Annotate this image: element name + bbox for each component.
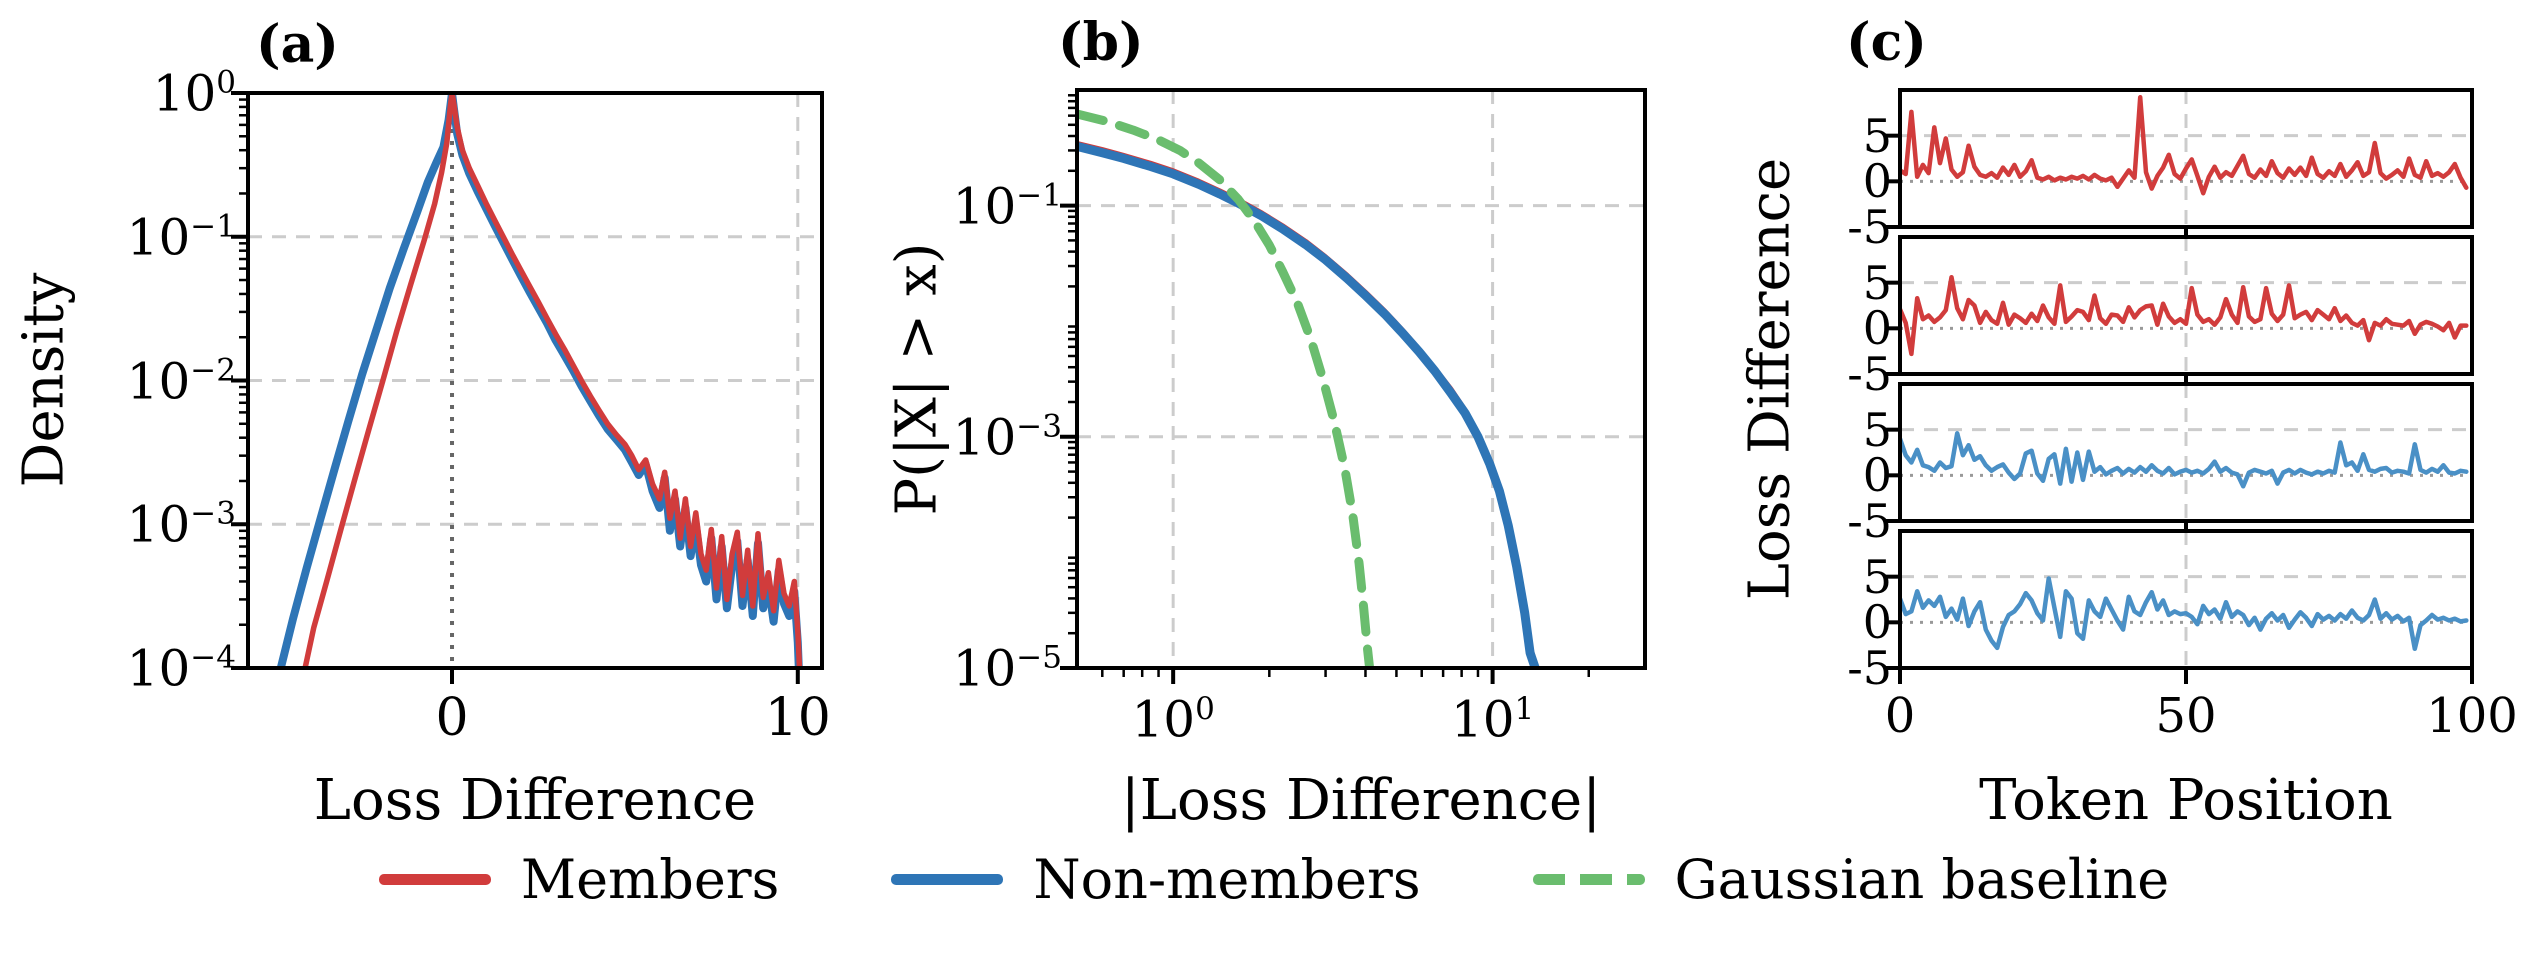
panel-b-plot [1077, 90, 1645, 668]
panel-c-x-tick-label: 50 [2155, 688, 2217, 744]
panel-a-y-tick-label: 100 [152, 64, 236, 123]
panel-c-row-3-plot [1900, 384, 2472, 521]
panel-c-y-tick-label: -5 [1847, 347, 1892, 401]
panel-b-y-tick-label: 10−3 [952, 408, 1062, 467]
panel-c-y-tick-label: 5 [1862, 255, 1892, 310]
panel-b-ylabel: P(|X| > x) [884, 242, 950, 516]
panel-c-ylabel: Loss Difference [1737, 157, 1803, 601]
panel-c-y-tick-label: 0 [1862, 301, 1892, 356]
panel-c-row-2-plot [1900, 237, 2472, 374]
legend-label-members: Members [520, 848, 780, 911]
panel-b-y-tick-label: 10−1 [952, 176, 1062, 235]
panel-a-y-tick-label: 10−2 [126, 351, 236, 410]
panel-c-row-1-plot [1900, 90, 2472, 227]
panel-c-y-tick-label: 5 [1862, 549, 1892, 604]
legend-item-gaussian-baseline: Gaussian baseline [1532, 848, 2170, 911]
panel-c-y-tick-label: 0 [1862, 448, 1892, 503]
panel-b-title: (b) [1058, 12, 1144, 73]
panel-c-xlabel: Token Position [1979, 768, 2393, 833]
panel-a-x-tick-label: 10 [764, 688, 831, 748]
panel-c-y-tick-label: -5 [1847, 494, 1892, 548]
panel-c-row-4-plot [1900, 531, 2472, 668]
legend-item-non-members: Non-members [891, 848, 1421, 911]
legend: Members Non-members Gaussian baseline [0, 848, 2548, 911]
panel-a-x-tick-label: 0 [435, 688, 469, 748]
panel-a-y-tick-label: 10−1 [126, 208, 236, 267]
panel-b-y-tick-label: 10−5 [952, 639, 1062, 698]
panel-a-plot [248, 93, 822, 668]
panel-c-y-tick-label: 5 [1862, 108, 1892, 163]
non-members-line-swatch [891, 874, 1004, 885]
legend-label-non-members: Non-members [1033, 848, 1421, 911]
panel-a-title: (a) [256, 14, 339, 75]
panel-c-x-tick-label: 0 [1884, 688, 1916, 744]
panel-c-y-tick-label: -5 [1847, 641, 1892, 695]
members-line-swatch [378, 874, 491, 885]
legend-label-gaussian-baseline: Gaussian baseline [1674, 848, 2170, 911]
panel-c-y-tick-label: 0 [1862, 154, 1892, 209]
panel-a-y-tick-label: 10−4 [126, 639, 236, 698]
panel-b-x-tick-label: 101 [1450, 690, 1535, 749]
panel-c-y-tick-label: 0 [1862, 595, 1892, 650]
legend-item-members: Members [378, 848, 780, 911]
panel-a-ylabel: Density [11, 272, 77, 488]
gaussian-baseline-line-swatch [1532, 874, 1645, 885]
panel-c-title: (c) [1846, 12, 1927, 73]
panel-b-x-tick-label: 100 [1131, 690, 1215, 749]
panel-c-x-tick-label: 100 [2426, 688, 2518, 744]
panel-c-y-tick-label: -5 [1847, 200, 1892, 254]
panel-c-y-tick-label: 5 [1862, 402, 1892, 457]
panel-a-y-tick-label: 10−3 [126, 495, 236, 554]
panel-a-xlabel: Loss Difference [313, 768, 757, 833]
panel-b-xlabel: |Loss Difference| [1120, 768, 1602, 833]
